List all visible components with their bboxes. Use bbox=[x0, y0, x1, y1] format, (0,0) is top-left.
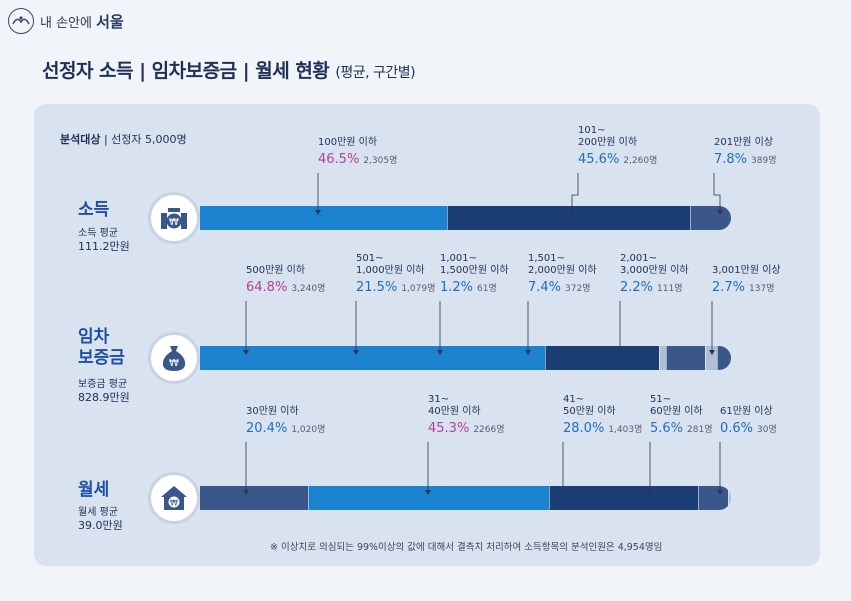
leader-line bbox=[713, 173, 721, 214]
segment-label: 31~ 40만원 이하 45.3% 2266명 bbox=[428, 394, 505, 436]
leader-arrow bbox=[560, 490, 566, 495]
house-icon: ₩ bbox=[148, 472, 200, 524]
leader-arrow bbox=[709, 350, 715, 355]
chart-title: 소득 bbox=[78, 200, 110, 220]
page-title: 선정자 소득 | 임차보증금 | 월세 현황 (평균, 구간별) bbox=[42, 60, 416, 82]
bar-segment bbox=[659, 346, 666, 370]
bar-segment bbox=[665, 346, 705, 370]
bar-segment bbox=[200, 346, 545, 370]
analysis-target: 분석대상 | 선정자 5,000명 bbox=[60, 133, 187, 146]
leader-arrow bbox=[425, 490, 431, 495]
segment-label: 61만원 이상 0.6% 30명 bbox=[720, 406, 777, 436]
brand-text: 내 손안에 서울 bbox=[40, 12, 124, 31]
chart-average: 월세 평균 39.0만원 bbox=[78, 507, 123, 532]
segment-percent: 1.2% bbox=[440, 280, 474, 295]
coins-icon: ₩ bbox=[148, 192, 200, 244]
segment-label: 501~ 1,000만원 이하 21.5% 1,079명 bbox=[356, 253, 436, 295]
segment-count: 1,020명 bbox=[291, 425, 326, 435]
segment-count: 111명 bbox=[657, 284, 683, 294]
segment-percent: 28.0% bbox=[563, 421, 605, 436]
leader-arrow bbox=[525, 350, 531, 355]
segment-count: 2,305명 bbox=[363, 156, 398, 166]
bar-segment bbox=[727, 486, 731, 510]
svg-text:₩: ₩ bbox=[169, 358, 179, 369]
footnote: ※ 이상치로 의심되는 99%이상의 값에 대해서 결측치 처리하여 소득항목의… bbox=[270, 542, 663, 553]
bar-segment bbox=[200, 206, 448, 230]
stacked-bar bbox=[200, 346, 731, 370]
segment-count: 2,260명 bbox=[623, 156, 658, 166]
segment-percent: 2.7% bbox=[712, 280, 746, 295]
segment-count: 137명 bbox=[749, 284, 775, 294]
seoul-emblem-icon bbox=[8, 8, 34, 34]
bar-segment bbox=[447, 206, 690, 230]
segment-count: 281명 bbox=[687, 425, 713, 435]
leader-arrow bbox=[315, 210, 321, 215]
bar-segment bbox=[200, 486, 309, 510]
segment-percent: 7.8% bbox=[714, 152, 748, 167]
chart-title: 월세 bbox=[78, 480, 110, 500]
chart-title: 임차 보증금 bbox=[78, 327, 125, 368]
leader-arrow bbox=[717, 490, 723, 495]
segment-label: 101~ 200만원 이하 45.6% 2,260명 bbox=[578, 125, 658, 167]
segment-count: 1,403명 bbox=[608, 425, 643, 435]
segment-label: 500만원 이하 64.8% 3,240명 bbox=[246, 265, 326, 295]
segment-percent: 45.3% bbox=[428, 421, 470, 436]
leader-arrow bbox=[617, 350, 623, 355]
stacked-bar bbox=[200, 206, 731, 230]
segment-percent: 7.4% bbox=[528, 280, 562, 295]
segment-percent: 64.8% bbox=[246, 280, 288, 295]
segment-label: 201만원 이상 7.8% 389명 bbox=[714, 137, 777, 167]
segment-label: 1,001~ 1,500만원 이하 1.2% 61명 bbox=[440, 253, 509, 295]
segment-label: 100만원 이하 46.5% 2,305명 bbox=[318, 137, 398, 167]
leader-arrow bbox=[353, 350, 359, 355]
segment-count: 3,240명 bbox=[291, 284, 326, 294]
segment-percent: 2.2% bbox=[620, 280, 654, 295]
bar-segment bbox=[716, 346, 731, 370]
brand-logo: 내 손안에 서울 bbox=[8, 8, 124, 34]
leader-arrow bbox=[717, 210, 723, 215]
segment-percent: 21.5% bbox=[356, 280, 398, 295]
segment-count: 61명 bbox=[477, 284, 497, 294]
segment-percent: 46.5% bbox=[318, 152, 360, 167]
segment-count: 1,079명 bbox=[401, 284, 436, 294]
leader-line bbox=[571, 173, 579, 214]
leader-arrow bbox=[647, 490, 653, 495]
segment-label: 3,001만원 이상 2.7% 137명 bbox=[712, 265, 781, 295]
segment-percent: 20.4% bbox=[246, 421, 288, 436]
segment-percent: 0.6% bbox=[720, 421, 754, 436]
chart-average: 소득 평균 111.2만원 bbox=[78, 228, 130, 253]
segment-count: 372명 bbox=[565, 284, 591, 294]
segment-percent: 45.6% bbox=[578, 152, 620, 167]
bar-segment bbox=[544, 346, 660, 370]
svg-text:₩: ₩ bbox=[169, 217, 179, 228]
segment-label: 30만원 이하 20.4% 1,020명 bbox=[246, 406, 326, 436]
bar-segment bbox=[689, 206, 731, 230]
money-bag-icon: ₩ bbox=[148, 332, 200, 384]
leader-arrow bbox=[243, 490, 249, 495]
leader-arrow bbox=[243, 350, 249, 355]
leader-arrow bbox=[569, 210, 575, 215]
bar-segment bbox=[704, 346, 717, 370]
segment-label: 51~ 60만원 이하 5.6% 281명 bbox=[650, 394, 713, 436]
stacked-bar bbox=[200, 486, 731, 510]
segment-count: 2266명 bbox=[473, 425, 505, 435]
segment-label: 2,001~ 3,000만원 이하 2.2% 111명 bbox=[620, 253, 689, 295]
segment-count: 389명 bbox=[751, 156, 777, 166]
segment-count: 30명 bbox=[757, 425, 777, 435]
segment-percent: 5.6% bbox=[650, 421, 684, 436]
leader-arrow bbox=[437, 350, 443, 355]
chart-average: 보증금 평균 828.9만원 bbox=[78, 379, 130, 404]
bar-segment bbox=[549, 486, 699, 510]
segment-label: 41~ 50만원 이하 28.0% 1,403명 bbox=[563, 394, 643, 436]
segment-label: 1,501~ 2,000만원 이하 7.4% 372명 bbox=[528, 253, 597, 295]
svg-text:₩: ₩ bbox=[170, 499, 178, 508]
